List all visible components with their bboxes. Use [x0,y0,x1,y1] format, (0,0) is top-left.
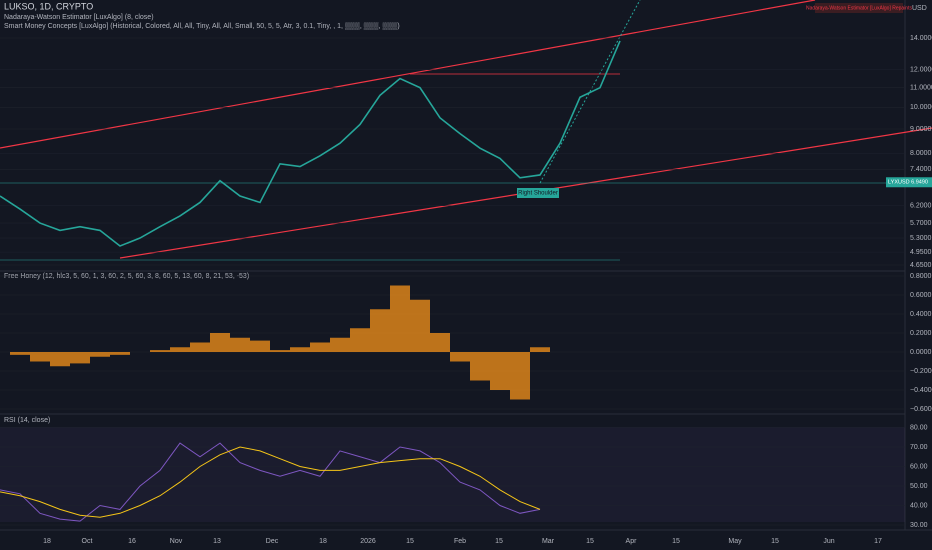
honey-bar [410,299,430,352]
badge-bg [815,3,903,13]
honey-bar [390,285,410,352]
x-tick-label: 15 [586,538,594,545]
x-tick-label: 2026 [360,538,376,545]
y-tick-label: 5.3000 [910,235,932,242]
honey-bar [50,352,70,367]
x-tick-label: Dec [266,538,279,545]
honey-bar [350,328,370,352]
indicator-label: Nadaraya-Watson Estimator [LuxAlgo] (8, … [4,14,154,21]
x-tick-label: Feb [454,538,466,545]
y-tick-label: 12.0000 [910,67,932,74]
x-tick-label: 18 [43,538,51,545]
pane-title: RSI (14, close) [4,417,50,424]
projection [539,0,641,184]
y-tick-label: 11.0000 [910,85,932,92]
x-tick-label: Jun [823,538,834,545]
indicator-label: Smart Money Concepts [LuxAlgo] (Historic… [4,22,400,30]
honey-bar [210,333,230,352]
y-tick-label: 8.0000 [910,150,932,157]
honey-bar [250,340,270,352]
y-tick-label: 30.00 [910,522,928,529]
x-tick-label: 15 [771,538,779,545]
y-tick-label: 70.00 [910,444,928,451]
y-tick-label: 60.00 [910,463,928,470]
honey-bar [110,352,130,355]
y-tick-label: −0.2000 [910,368,932,375]
x-tick-label: Mar [542,538,555,545]
x-tick-label: Apr [626,538,638,545]
honey-bar [530,347,550,352]
price-line [0,40,621,247]
honey-bar [230,337,250,352]
x-tick-label: Nov [170,538,183,545]
honey-bar [10,352,30,355]
last-price-box [886,177,932,188]
channel-upper [0,0,816,149]
honey-bar [290,347,310,352]
x-tick-label: 15 [495,538,503,545]
y-tick-label: 0.8000 [910,273,932,280]
last-price-label: LYXUSD 6.9490 [888,180,928,186]
y-tick-label: 7.4000 [910,166,932,173]
y-tick-label: −0.6000 [910,406,932,413]
annotation: Right Shoulder [518,191,558,197]
honey-bar [90,352,110,357]
honey-bar [30,352,50,362]
y-tick-label: 0.2000 [910,330,932,337]
y-tick-label: 40.00 [910,502,928,509]
y-tick-label: 10.0000 [910,104,932,111]
honey-bar [490,352,510,390]
x-tick-label: 13 [213,538,221,545]
honey-bar [430,333,450,352]
y-tick-label: 4.6500 [910,262,932,269]
honey-bar [470,352,490,381]
currency: USD [912,5,927,12]
honey-bar [370,309,390,352]
pane-title: Free Honey (12, hlc3, 5, 60, 1, 3, 60, 2… [4,273,249,280]
x-tick-label: 17 [874,538,882,545]
y-tick-label: 50.00 [910,483,928,490]
honey-bar [330,337,350,352]
x-tick-label: 15 [672,538,680,545]
y-tick-label: 80.00 [910,424,928,431]
honey-bar [270,350,290,352]
x-tick-label: May [728,538,742,545]
rsi-line [0,446,541,518]
honey-bar [150,350,170,352]
y-tick-label: 0.0000 [910,349,932,356]
x-tick-label: Oct [82,538,93,545]
x-tick-label: 15 [406,538,414,545]
honey-bar [70,352,90,364]
badge: Nadaraya-Watson Estimator [LuxAlgo] Repa… [806,5,912,11]
rsi-line [0,442,541,522]
annotation-box [517,188,559,198]
x-tick-label: 16 [128,538,136,545]
y-tick-label: 0.4000 [910,311,932,318]
symbol: LUKSO, 1D, CRYPTO [4,1,93,11]
y-tick-label: −0.4000 [910,387,932,394]
y-tick-label: 6.2000 [910,203,932,210]
y-tick-label: 14.0000 [910,35,932,42]
honey-bar [510,352,530,400]
honey-bar [310,342,330,352]
x-tick-label: 18 [319,538,327,545]
y-tick-label: 0.6000 [910,292,932,299]
honey-bar [190,342,210,352]
honey-bar [170,347,190,352]
y-tick-label: 9.0000 [910,126,932,133]
y-tick-label: 4.9500 [910,249,932,256]
honey-bar [450,352,470,362]
y-tick-label: 5.7000 [910,220,932,227]
